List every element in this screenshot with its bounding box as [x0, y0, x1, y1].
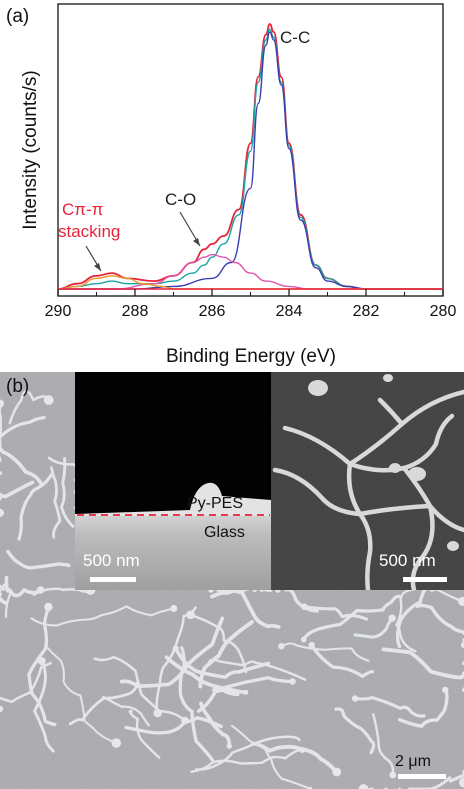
x-tick-label: 280 — [430, 303, 457, 320]
inset-label-pypes: Py-PES — [187, 495, 243, 512]
y-axis-title: Intensity (counts/s) — [20, 70, 41, 229]
series-component_pi — [57, 275, 443, 290]
x-ticks: 290 288 286 284 282 280 — [45, 289, 457, 320]
x-axis-title: Binding Energy (eV) — [166, 346, 336, 367]
inset-left-scale-label: 500 nm — [83, 551, 140, 570]
arrowhead-co-icon — [193, 238, 200, 246]
x-tick-label: 290 — [45, 303, 72, 320]
peak-label-cpi-line2: stacking — [58, 222, 120, 241]
x-tick-label: 288 — [122, 303, 149, 320]
plot-frame — [57, 3, 444, 297]
inset-label-glass: Glass — [204, 524, 245, 541]
plot-area: 290 288 286 284 282 280 — [45, 3, 457, 320]
x-tick-label: 286 — [199, 303, 226, 320]
panel-a-label: (a) — [6, 6, 29, 27]
panel-a: (a) 290 288 286 284 282 280 Intensity (counts… — [6, 3, 457, 367]
series-component_co — [58, 253, 443, 290]
inset-top-view: 500 nm — [271, 372, 464, 590]
inset-right-scale-label: 500 nm — [379, 551, 436, 570]
series-component_cc — [58, 31, 443, 290]
peak-label-cc: C-C — [280, 28, 310, 47]
arrowhead-cpi-icon — [94, 263, 101, 271]
inset-left-scale-bar — [90, 577, 136, 582]
sem-particles — [0, 395, 464, 789]
inset-cross-section: Py-PES Glass 500 nm — [75, 372, 271, 590]
peak-label-cpi-line1: Cπ-π — [62, 200, 103, 219]
panel-b-label: (b) — [6, 376, 29, 397]
main-scale-bar — [398, 774, 446, 779]
panel-b: (b) Py-PES Glass 500 nm — [0, 372, 464, 789]
series-fit_total — [57, 28, 443, 290]
peak-label-co: C-O — [165, 190, 196, 209]
series-measured — [57, 23, 443, 290]
x-tick-label: 282 — [353, 303, 380, 320]
inset-right-scale-bar — [403, 577, 447, 582]
series-layer — [57, 23, 443, 290]
main-scale-label: 2 μm — [395, 753, 431, 770]
x-tick-label: 284 — [276, 303, 303, 320]
